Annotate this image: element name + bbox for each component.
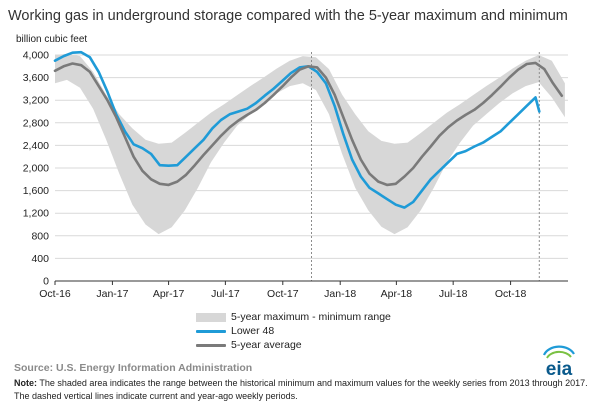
y-tick-label: 2,000 — [23, 163, 49, 175]
legend-swatch-average — [196, 343, 226, 347]
y-tick-label: 4,000 — [23, 50, 49, 62]
note-label: Note: — [14, 378, 37, 388]
range-band-layer — [55, 53, 565, 235]
legend: 5-year maximum - minimum range Lower 48 … — [196, 310, 391, 352]
y-tick-label: 3,200 — [23, 95, 49, 107]
y-tick-label: 400 — [31, 253, 49, 265]
y-tick-label: 3,600 — [23, 72, 49, 84]
x-tick-label: Jan-17 — [96, 288, 128, 300]
x-tick-label: Jan-18 — [324, 288, 356, 300]
legend-item-average: 5-year average — [196, 338, 391, 352]
series-line-lower-48 — [53, 50, 541, 209]
note-text: Note: The shaded area indicates the rang… — [14, 377, 599, 403]
y-tick-label: 0 — [43, 276, 49, 288]
x-tick-label: Apr-17 — [153, 288, 185, 300]
y-tick-label: 2,400 — [23, 140, 49, 152]
series-lines — [53, 50, 564, 209]
legend-swatch-range — [196, 312, 226, 322]
note-body: The shaded area indicates the range betw… — [14, 378, 588, 401]
series-line-5-year-average — [53, 61, 564, 187]
legend-label-lower48: Lower 48 — [231, 325, 275, 337]
x-tick-label: Oct-16 — [39, 288, 71, 300]
y-tick-label: 1,600 — [23, 185, 49, 197]
legend-item-range: 5-year maximum - minimum range — [196, 310, 391, 324]
legend-label-range: 5-year maximum - minimum range — [231, 311, 391, 323]
chart-title: Working gas in underground storage compa… — [8, 8, 568, 24]
legend-label-average: 5-year average — [231, 339, 302, 351]
x-tick-label: Jul-17 — [211, 288, 240, 300]
y-tick-label: 2,800 — [23, 117, 49, 129]
legend-swatch-lower48 — [196, 329, 226, 333]
source-text: Source: U.S. Energy Information Administ… — [14, 362, 253, 374]
range-band — [55, 53, 565, 235]
legend-item-lower48: Lower 48 — [196, 324, 391, 338]
svg-text:eia: eia — [546, 359, 573, 379]
x-tick-label: Oct-18 — [495, 288, 527, 300]
x-tick-label: Oct-17 — [267, 288, 299, 300]
y-tick-label: 800 — [31, 230, 49, 242]
eia-logo: eia — [542, 345, 575, 379]
x-tick-label: Jul-18 — [439, 288, 468, 300]
y-tick-label: 1,200 — [23, 208, 49, 220]
y-axis-label: billion cubic feet — [16, 34, 88, 45]
chart-plot: 0 400 800 1,200 1,600 2,000 2,400 2,800 3,200 3,6… — [23, 50, 568, 300]
x-tick-label: Apr-18 — [381, 288, 413, 300]
axes: 0 400 800 1,200 1,600 2,000 2,400 2,800 3,200 3,6… — [23, 50, 568, 300]
